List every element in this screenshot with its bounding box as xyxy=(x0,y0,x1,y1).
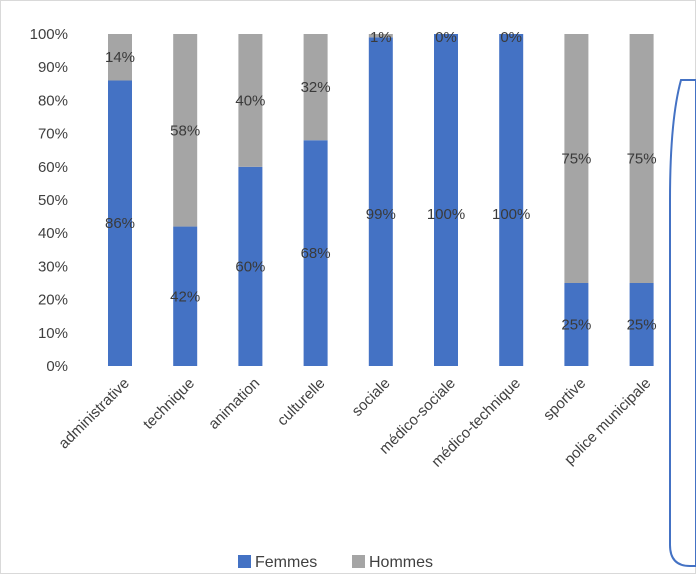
y-tick-label: 50% xyxy=(38,192,68,209)
bar-femmes-technique xyxy=(173,226,198,366)
data-label-femmes-administrative: 86% xyxy=(105,215,135,232)
bar-hommes-culturelle xyxy=(303,34,328,141)
data-label-hommes-sociale: 1% xyxy=(370,29,392,46)
bar-hommes-police-municipale xyxy=(629,34,654,283)
bar-hommes-sociale xyxy=(368,34,393,38)
legend-swatch-hommes xyxy=(352,555,365,568)
y-tick-label: 10% xyxy=(38,325,68,342)
data-label-hommes-police-municipale: 75% xyxy=(627,151,657,168)
bar-femmes-medico-technique xyxy=(499,34,524,366)
data-label-hommes-technique: 58% xyxy=(170,122,200,139)
data-label-hommes-animation: 40% xyxy=(235,92,265,109)
y-tick-label: 0% xyxy=(46,358,68,375)
y-tick-label: 40% xyxy=(38,225,68,242)
y-tick-label: 70% xyxy=(38,126,68,143)
y-tick-label: 60% xyxy=(38,159,68,176)
y-tick-label: 80% xyxy=(38,92,68,109)
data-label-hommes-culturelle: 32% xyxy=(301,79,331,96)
legend-label-hommes: Hommes xyxy=(369,554,433,571)
data-label-femmes-sportive: 25% xyxy=(561,317,591,334)
bar-femmes-medico-sociale xyxy=(434,34,458,366)
data-label-hommes-administrative: 14% xyxy=(105,49,135,66)
y-tick-label: 20% xyxy=(38,292,68,309)
bars-group xyxy=(108,34,654,366)
data-label-femmes-sociale: 99% xyxy=(366,206,396,223)
y-axis-ticks: 0% 10% 20% 30% 40% 50% 60% 70% 80% 90% 100% xyxy=(30,26,68,375)
data-label-femmes-technique: 42% xyxy=(170,288,200,305)
data-label-femmes-medico-sociale: 100% xyxy=(427,206,465,223)
legend: Femmes Hommes xyxy=(238,554,433,571)
bar-femmes-sportive xyxy=(564,283,589,366)
bar-femmes-sociale xyxy=(368,37,393,366)
legend-label-femmes: Femmes xyxy=(255,554,317,571)
y-tick-label: 30% xyxy=(38,258,68,275)
data-label-femmes-medico-technique: 100% xyxy=(492,206,530,223)
y-tick-label: 90% xyxy=(38,59,68,76)
bar-femmes-culturelle xyxy=(303,140,328,366)
data-label-hommes-medico-technique: 0% xyxy=(500,29,522,46)
legend-swatch-femmes xyxy=(238,555,251,568)
callout-shape-edge xyxy=(669,79,696,567)
bar-femmes-administrative xyxy=(108,80,132,366)
bar-hommes-sportive xyxy=(564,34,589,283)
data-label-hommes-medico-sociale: 0% xyxy=(435,29,457,46)
bar-hommes-animation xyxy=(238,34,263,167)
bar-hommes-administrative xyxy=(108,34,132,81)
bar-femmes-animation xyxy=(238,166,263,366)
data-label-femmes-police-municipale: 25% xyxy=(627,317,657,334)
data-label-femmes-culturelle: 68% xyxy=(301,245,331,262)
data-label-hommes-sportive: 75% xyxy=(561,151,591,168)
bar-femmes-police-municipale xyxy=(629,283,654,366)
bar-hommes-technique xyxy=(173,34,198,227)
y-tick-label: 100% xyxy=(30,26,68,43)
data-label-femmes-animation: 60% xyxy=(235,258,265,275)
data-labels-group: 86% 14% 42% 58% 60% 40% 68% 32% 99% 1% 100% 0% 100% 0… xyxy=(105,29,657,334)
